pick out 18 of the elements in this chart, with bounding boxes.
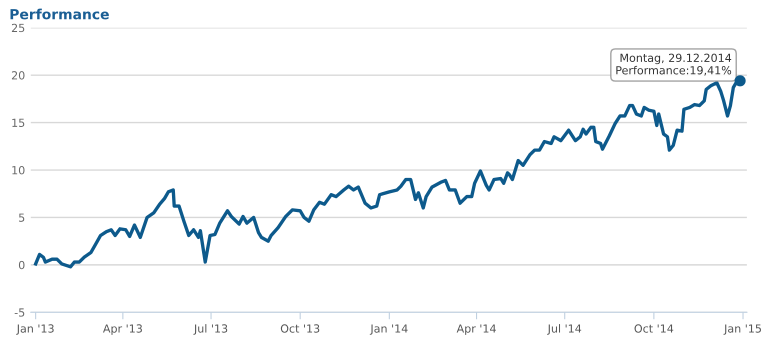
annotation: Montag, 29.12.2014 Performance:19,41%	[616, 54, 732, 76]
x-tick-label: Apr '13	[102, 324, 142, 335]
y-tick-label: 5	[19, 214, 24, 222]
y-tick-label: 0	[18, 260, 25, 270]
y-tick-label: 25	[12, 24, 24, 32]
y-tick-label: 10	[12, 166, 25, 174]
x-tick-label: Jul '14	[547, 324, 582, 335]
x-tick-label: Jan '13	[16, 324, 54, 335]
x-tick-label: Oct '14	[634, 324, 674, 333]
x-tick-label: Jan '15	[724, 324, 761, 335]
x-tick-label: Apr '14	[456, 324, 496, 335]
y-tick-label: 20	[12, 71, 25, 80]
x-tick-label: Jul '13	[193, 324, 228, 335]
y-tick-label: -5	[14, 308, 24, 317]
chart-title: Performance	[10, 8, 109, 20]
x-tick-label: Jan '14	[370, 324, 408, 335]
x-tick-label: Oct '13	[280, 324, 320, 333]
y-tick-label: 15	[12, 118, 24, 127]
